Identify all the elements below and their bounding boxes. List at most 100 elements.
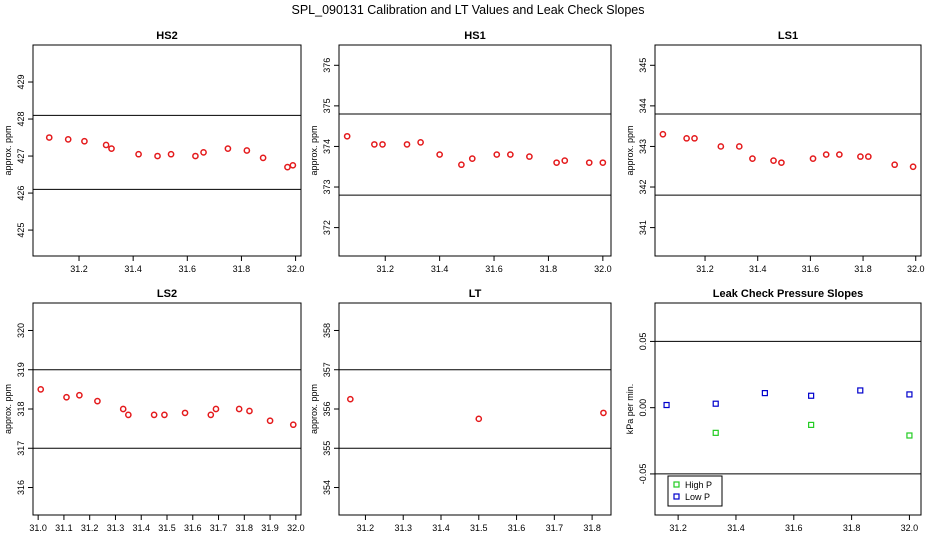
legend-frame xyxy=(667,475,723,507)
data-point xyxy=(600,409,607,417)
plot-frame xyxy=(338,44,612,257)
data-point xyxy=(585,159,593,167)
x-tick-label: 31.4 xyxy=(432,523,450,533)
data-point xyxy=(436,151,443,158)
plot-frame xyxy=(32,302,302,516)
y-tick-label: 318 xyxy=(16,401,26,416)
data-point xyxy=(289,161,297,169)
y-axis-label: approx. ppm xyxy=(3,125,13,175)
data-point xyxy=(808,392,815,399)
data-point xyxy=(857,387,864,394)
data-point xyxy=(124,411,132,419)
data-point xyxy=(735,143,743,150)
y-tick-label: 428 xyxy=(16,112,26,127)
data-point xyxy=(403,141,411,148)
data-point xyxy=(458,161,465,169)
data-point xyxy=(119,405,127,413)
plot-frame xyxy=(32,44,302,257)
data-point xyxy=(475,415,483,423)
data-point xyxy=(135,150,142,158)
data-point xyxy=(599,159,607,167)
data-point xyxy=(906,432,913,439)
legend-swatch xyxy=(673,493,680,500)
data-point xyxy=(526,153,533,160)
y-tick-label: 317 xyxy=(16,441,26,456)
data-point xyxy=(243,147,251,154)
data-point xyxy=(663,401,670,409)
data-point xyxy=(37,386,45,393)
x-tick-label: 32.0 xyxy=(287,523,305,533)
data-point xyxy=(909,163,917,171)
y-tick-label: 0.00 xyxy=(638,399,648,417)
data-point xyxy=(493,151,501,158)
x-tick-label: 31.7 xyxy=(210,523,228,533)
x-tick-label: 32.0 xyxy=(901,523,919,533)
x-tick-label: 31.4 xyxy=(431,264,449,274)
panel-5: LT 31.2 31.3 31.4 31.5 31.6 31.7 31.8 354 355 356 3… xyxy=(309,288,612,533)
panel-title: Leak Check Pressure Slopes xyxy=(713,288,863,300)
legend-swatch xyxy=(673,481,680,488)
y-tick-label: 342 xyxy=(638,180,648,195)
data-point xyxy=(770,157,777,164)
y-tick-label: 427 xyxy=(16,149,26,164)
legend-label: High P xyxy=(685,480,712,490)
x-tick-label: 31.4 xyxy=(124,264,142,274)
x-tick-label: 31.6 xyxy=(179,264,197,274)
data-point xyxy=(691,134,698,142)
data-point xyxy=(181,409,189,417)
x-tick-label: 31.5 xyxy=(470,523,488,533)
x-tick-label: 31.8 xyxy=(843,523,861,533)
y-tick-label: 320 xyxy=(16,323,26,338)
data-point xyxy=(417,139,424,146)
y-tick-label: 0.05 xyxy=(638,333,648,351)
data-point xyxy=(63,393,70,401)
y-tick-label: 344 xyxy=(638,98,648,113)
y-tick-label: 345 xyxy=(638,58,648,73)
panel-4: LS2 31.0 31.1 31.2 31.3 31.4 31.5 31.6 31.7 31.8 3… xyxy=(3,288,305,533)
panel-title: LS2 xyxy=(157,288,177,300)
data-point xyxy=(749,155,756,162)
x-tick-label: 31.8 xyxy=(233,264,251,274)
x-tick-label: 31.2 xyxy=(81,523,99,533)
y-tick-label: 425 xyxy=(16,223,26,238)
x-tick-label: 31.6 xyxy=(785,523,803,533)
y-tick-label: 354 xyxy=(322,480,332,495)
data-point xyxy=(150,411,158,419)
y-axis-label: approx. ppm xyxy=(309,125,319,175)
x-tick-label: 31.8 xyxy=(583,523,601,533)
data-point xyxy=(108,145,115,152)
y-tick-label: 355 xyxy=(322,441,332,456)
x-tick-label: 31.8 xyxy=(540,264,558,274)
y-tick-label: 357 xyxy=(322,362,332,377)
x-tick-label: 31.3 xyxy=(394,523,412,533)
data-point xyxy=(659,130,667,138)
data-point xyxy=(507,151,514,158)
x-tick-label: 31.0 xyxy=(29,523,47,533)
data-point xyxy=(284,163,291,171)
x-tick-label: 32.0 xyxy=(907,264,925,274)
data-point xyxy=(822,151,830,158)
x-tick-label: 31.5 xyxy=(158,523,176,533)
y-tick-label: 372 xyxy=(322,220,332,235)
data-point xyxy=(778,159,785,167)
data-point xyxy=(371,141,378,148)
y-axis-label: approx. ppm xyxy=(3,384,13,434)
y-tick-label: 375 xyxy=(322,98,332,113)
data-point xyxy=(712,429,719,436)
data-point xyxy=(224,145,232,152)
data-point xyxy=(553,159,560,167)
plot-frame xyxy=(654,302,922,516)
y-tick-label: 373 xyxy=(322,180,332,195)
data-point xyxy=(864,153,872,160)
panel-title: HS2 xyxy=(156,30,177,42)
y-tick-label: 343 xyxy=(638,139,648,154)
y-tick-label: 319 xyxy=(16,362,26,377)
data-point xyxy=(343,132,351,140)
x-tick-label: 31.6 xyxy=(802,264,820,274)
x-tick-label: 31.4 xyxy=(132,523,150,533)
data-point xyxy=(891,161,899,169)
x-tick-label: 31.4 xyxy=(749,264,767,274)
x-tick-label: 31.8 xyxy=(236,523,254,533)
y-tick-label: 341 xyxy=(638,220,648,235)
